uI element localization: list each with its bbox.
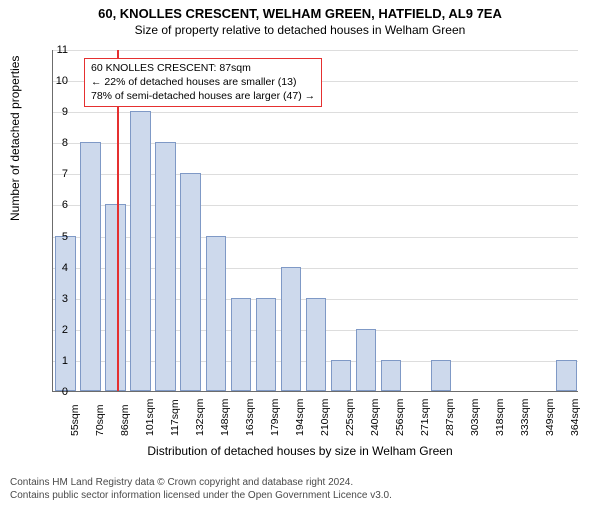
- xtick-label: 287sqm: [444, 399, 456, 436]
- xtick-label: 364sqm: [569, 399, 581, 436]
- bar: [130, 111, 151, 391]
- bar: [80, 142, 101, 391]
- xtick-label: 271sqm: [419, 399, 431, 436]
- ytick-label: 2: [48, 324, 68, 336]
- bar: [431, 360, 452, 391]
- xtick-label: 240sqm: [369, 399, 381, 436]
- bar: [231, 298, 252, 391]
- bar: [306, 298, 327, 391]
- xtick-label: 333sqm: [519, 399, 531, 436]
- ytick-label: 3: [48, 293, 68, 305]
- xtick-label: 210sqm: [319, 399, 331, 436]
- xtick-label: 148sqm: [219, 399, 231, 436]
- ytick-label: 1: [48, 355, 68, 367]
- ytick-label: 7: [48, 168, 68, 180]
- xtick-label: 70sqm: [94, 404, 106, 436]
- bar: [331, 360, 352, 391]
- bar: [256, 298, 277, 391]
- ytick-label: 0: [48, 386, 68, 398]
- bar: [105, 204, 126, 391]
- ytick-label: 9: [48, 106, 68, 118]
- xtick-label: 86sqm: [119, 404, 131, 436]
- xtick-label: 225sqm: [344, 399, 356, 436]
- annotation-line1: 60 KNOLLES CRESCENT: 87sqm: [91, 61, 315, 75]
- xtick-label: 318sqm: [494, 399, 506, 436]
- ytick-label: 5: [48, 231, 68, 243]
- xtick-label: 163sqm: [244, 399, 256, 436]
- xtick-label: 132sqm: [194, 399, 206, 436]
- xtick-label: 303sqm: [469, 399, 481, 436]
- bar: [556, 360, 577, 391]
- y-axis-label: Number of detached properties: [8, 56, 22, 221]
- bar: [55, 236, 76, 391]
- annotation-line2: ← 22% of detached houses are smaller (13…: [91, 75, 315, 89]
- gridline: [53, 50, 578, 51]
- ytick-label: 6: [48, 199, 68, 211]
- xtick-label: 117sqm: [169, 399, 181, 436]
- footer-line2: Contains public sector information licen…: [10, 490, 392, 503]
- ytick-label: 4: [48, 262, 68, 274]
- bar: [206, 236, 227, 391]
- xtick-label: 179sqm: [269, 399, 281, 436]
- footer-line1: Contains HM Land Registry data © Crown c…: [10, 477, 392, 490]
- xtick-label: 55sqm: [69, 404, 81, 436]
- x-axis-label: Distribution of detached houses by size …: [0, 444, 600, 458]
- ytick-label: 11: [48, 44, 68, 56]
- bar: [356, 329, 377, 391]
- chart-title-main: 60, KNOLLES CRESCENT, WELHAM GREEN, HATF…: [0, 6, 600, 21]
- xtick-label: 194sqm: [294, 399, 306, 436]
- footer-attribution: Contains HM Land Registry data © Crown c…: [10, 477, 392, 502]
- chart-title-sub: Size of property relative to detached ho…: [0, 23, 600, 37]
- bar: [155, 142, 176, 391]
- reference-annotation: 60 KNOLLES CRESCENT: 87sqm ← 22% of deta…: [84, 58, 322, 107]
- ytick-label: 8: [48, 137, 68, 149]
- bar: [381, 360, 402, 391]
- bar: [180, 173, 201, 391]
- ytick-label: 10: [48, 75, 68, 87]
- xtick-label: 349sqm: [544, 399, 556, 436]
- bar: [281, 267, 302, 391]
- annotation-line3: 78% of semi-detached houses are larger (…: [91, 89, 315, 103]
- xtick-label: 101sqm: [144, 399, 156, 436]
- xtick-label: 256sqm: [394, 399, 406, 436]
